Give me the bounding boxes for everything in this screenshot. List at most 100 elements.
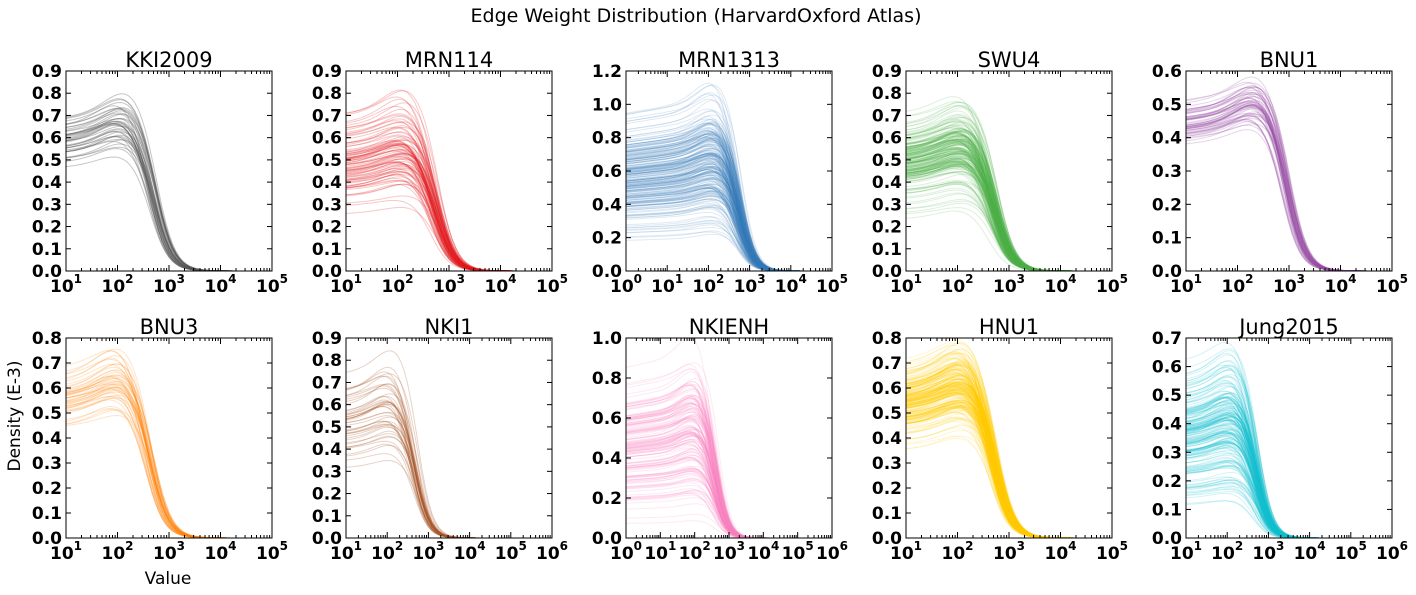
density-curve (626, 173, 832, 271)
density-curve (906, 400, 1112, 538)
density-curve (626, 188, 832, 271)
density-curve (346, 135, 552, 271)
density-curve (906, 198, 1112, 271)
density-curve (1186, 384, 1392, 538)
density-curve (346, 371, 552, 538)
x-tick-label: 102 (371, 539, 403, 564)
density-curve (906, 153, 1112, 271)
y-tick-label: 0.3 (312, 462, 342, 482)
density-curve (626, 431, 832, 538)
density-curve (1186, 118, 1392, 271)
subplot-title: MRN114 (405, 48, 494, 72)
density-curve (626, 162, 832, 271)
density-curve (906, 385, 1112, 538)
density-curve (346, 178, 552, 271)
x-tick-label: 105 (1335, 539, 1367, 564)
density-curve (906, 384, 1112, 538)
density-curve (346, 136, 552, 271)
density-curve (906, 116, 1112, 271)
density-curve (66, 408, 272, 538)
density-curve (626, 396, 832, 538)
density-curve (906, 153, 1112, 271)
density-curve (1186, 419, 1392, 538)
density-curve (626, 145, 832, 271)
density-curve (626, 165, 832, 271)
density-curve (1186, 491, 1392, 538)
density-curve (906, 168, 1112, 271)
density-curve (626, 222, 832, 271)
density-curve (906, 161, 1112, 271)
density-curve (906, 131, 1112, 271)
density-curve (906, 385, 1112, 538)
density-curve (906, 406, 1112, 538)
density-curve (906, 339, 1112, 538)
y-tick-label: 0.0 (592, 529, 622, 549)
x-tick-label: 105 (1096, 272, 1128, 297)
density-curve (906, 165, 1112, 271)
density-curve (626, 395, 832, 538)
density-curve (1186, 396, 1392, 538)
series-curves (66, 348, 272, 538)
density-curve (626, 424, 832, 538)
density-curve (1186, 479, 1392, 538)
density-curve (906, 404, 1112, 538)
density-curve (906, 389, 1112, 538)
density-curve (906, 373, 1112, 538)
y-tick-label: 0.0 (872, 529, 902, 549)
density-curve (1186, 365, 1392, 538)
density-curve (906, 383, 1112, 538)
y-tick-label: 0.2 (872, 218, 902, 238)
density-curve (1186, 438, 1392, 538)
density-curve (1186, 432, 1392, 538)
y-tick-label: 0.3 (1152, 443, 1182, 463)
density-curve (906, 161, 1112, 271)
y-tick-label: 0.7 (872, 354, 902, 374)
density-curve (66, 350, 272, 538)
y-tick-label: 0.9 (312, 62, 342, 82)
density-curve (906, 406, 1112, 538)
density-curve (626, 201, 832, 271)
density-curve (66, 397, 272, 538)
density-curve (626, 382, 832, 538)
density-curve (906, 393, 1112, 538)
subplot-title: HNU1 (979, 315, 1039, 339)
density-curve (346, 90, 552, 271)
density-curve (626, 417, 832, 538)
density-curve (626, 431, 832, 538)
density-curve (1186, 420, 1392, 538)
density-curve (626, 129, 832, 271)
density-curve (346, 433, 552, 538)
subplot-bnu3: BNU3 0.0 0.1 0.2 0.3 0.4 0.5 0.6 0.7 0.8 101 102 103… (32, 315, 288, 564)
density-curve (906, 389, 1112, 538)
density-curve (906, 157, 1112, 271)
y-tick-label: 0.7 (872, 106, 902, 126)
density-curve (66, 121, 272, 271)
density-curve (626, 130, 832, 271)
x-tick-label: 104 (484, 272, 516, 297)
density-curve (626, 475, 832, 538)
density-curve (66, 120, 272, 271)
density-curve (626, 468, 832, 538)
density-curve (1186, 486, 1392, 538)
density-curve (66, 135, 272, 271)
density-curve (626, 198, 832, 271)
density-curve (906, 391, 1112, 538)
density-curve (1186, 435, 1392, 538)
density-curve (626, 443, 832, 538)
density-curve (66, 380, 272, 538)
y-tick-label: 0.2 (32, 479, 62, 499)
density-curve (346, 143, 552, 271)
density-curve (626, 420, 832, 538)
density-curve (1186, 419, 1392, 538)
density-curve (1186, 118, 1392, 271)
density-curve (346, 415, 552, 538)
density-curve (906, 409, 1112, 538)
density-curve (906, 148, 1112, 271)
density-curve (1186, 461, 1392, 538)
x-tick-label: 104 (1044, 539, 1076, 564)
y-tick-label: 0.1 (1152, 500, 1182, 520)
density-curve (346, 138, 552, 271)
density-curve (906, 381, 1112, 538)
density-curve (906, 129, 1112, 271)
density-curve (906, 387, 1112, 538)
